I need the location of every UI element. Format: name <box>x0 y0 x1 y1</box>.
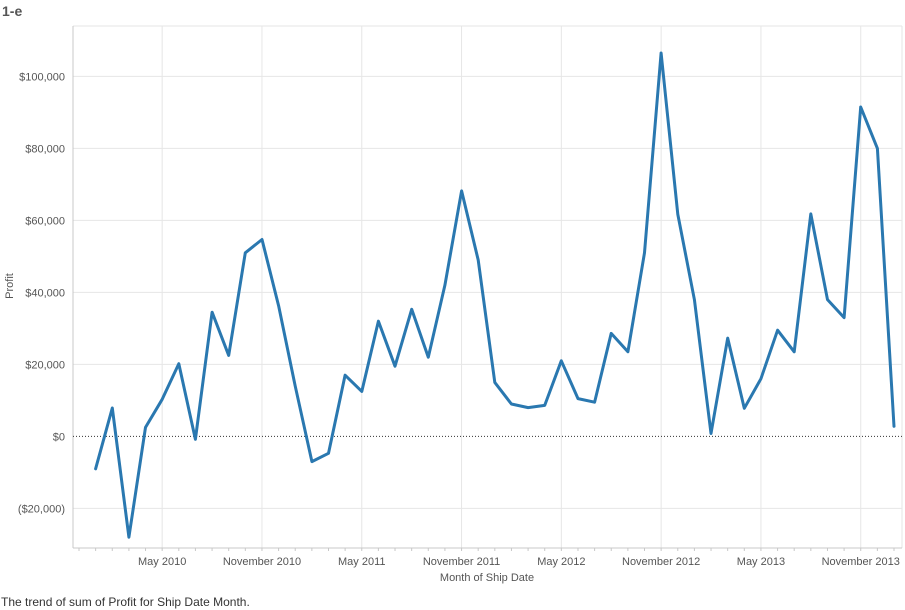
y-tick-label: $40,000 <box>25 287 65 299</box>
y-axis-title: Profit <box>4 273 16 299</box>
y-tick-label: $60,000 <box>25 215 65 227</box>
line-chart: Profit Month of Ship Date ($20,000) $0 $20… <box>4 25 903 584</box>
x-tick-label: November 2012 <box>622 556 700 568</box>
x-axis-title: Month of Ship Date <box>440 572 534 584</box>
profit-series-line <box>94 51 896 539</box>
x-tick-label: November 2010 <box>223 556 301 568</box>
x-tick-label: May 2012 <box>537 556 585 568</box>
sheet-title: 1-e <box>2 3 23 19</box>
x-tick-label: May 2013 <box>737 556 785 568</box>
y-tick-label: $100,000 <box>19 71 65 83</box>
y-axis-title-group: Profit <box>4 273 16 299</box>
y-tick-label: ($20,000) <box>18 503 65 515</box>
x-tick-label: May 2011 <box>338 556 386 568</box>
x-tick-label: November 2011 <box>423 556 500 568</box>
y-tick-label: $0 <box>53 431 65 443</box>
grid-lines <box>73 26 902 548</box>
x-tick-label: November 2013 <box>822 556 900 568</box>
y-tick-label: $20,000 <box>25 359 65 371</box>
chart-caption: The trend of sum of Profit for Ship Date… <box>1 595 250 609</box>
y-tick-label: $80,000 <box>25 143 65 155</box>
x-tick-label: May 2010 <box>138 556 186 568</box>
